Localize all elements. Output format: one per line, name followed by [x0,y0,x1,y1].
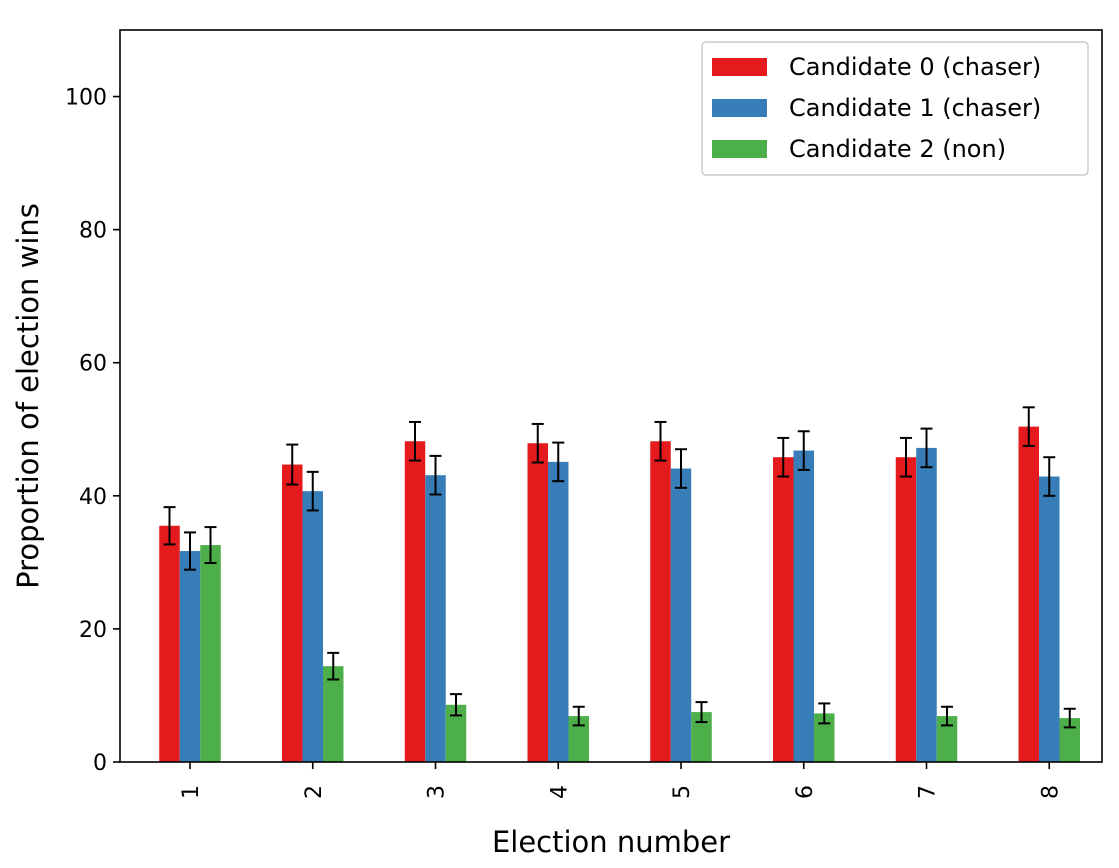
y-axis-title: Proportion of election wins [11,203,45,589]
error-bar [777,436,790,478]
bar [302,491,323,762]
x-tick-label: 4 [547,785,572,799]
bar [936,716,958,762]
bar [773,457,794,762]
legend-frame [701,41,1089,176]
error-bar [572,705,585,727]
error-bar [306,470,319,512]
error-bar [941,705,953,727]
error-bar [900,436,912,478]
error-bar [184,531,196,571]
bar [916,447,937,762]
bars-layer [159,426,1080,762]
error-bars-layer [163,406,1076,729]
y-axis: 0 20 40 60 80 100 [65,86,120,776]
x-tick-label: 5 [670,785,695,799]
legend-swatch [712,99,767,117]
bar [691,712,712,762]
error-bar [695,701,708,724]
x-tick-label: 3 [425,785,450,799]
bar [793,450,814,762]
error-bar [450,693,462,717]
x-tick-label: 7 [916,785,941,799]
bar [895,457,917,762]
bar [1039,476,1060,762]
bar [1018,426,1039,762]
x-tick-label: 6 [793,785,818,799]
error-bar [1022,406,1035,447]
x-tick-label: 1 [179,785,204,799]
error-bar [163,506,176,546]
error-bar [552,441,565,483]
error-bar [429,454,442,496]
bar [1059,718,1080,762]
bar [548,461,569,762]
error-bar [1043,456,1056,497]
y-tick-label: 100 [65,86,107,111]
bar [282,464,303,762]
error-bar [204,526,217,565]
bar [404,441,426,762]
y-tick-label: 20 [79,618,107,643]
y-tick-label: 60 [79,352,107,377]
legend-swatch [712,140,767,158]
y-tick-label: 40 [79,485,107,510]
legend-label: Candidate 2 (non) [789,135,1006,163]
bar [200,545,221,762]
bar [568,716,589,762]
legend-label: Candidate 0 (chaser) [789,53,1041,81]
error-bar [654,420,667,462]
y-tick-label: 0 [93,751,107,776]
x-axis-title: Election number [492,825,730,859]
error-bar [1063,707,1076,729]
legend-swatch [712,58,767,76]
bar [445,704,467,762]
error-bar [818,702,831,725]
bar [159,525,180,762]
x-tick-label: 2 [302,785,327,799]
bar [527,443,548,762]
bar [670,468,692,762]
error-bar [920,427,933,469]
y-tick-label: 80 [79,219,107,244]
error-bar [531,422,544,464]
bar [814,713,835,762]
error-bar [327,651,340,681]
x-axis: 1 2 3 4 5 6 7 8 [179,762,1063,799]
legend: Candidate 0 (chaser) Candidate 1 (chaser)… [701,41,1089,176]
bar [425,475,446,762]
bar [323,666,344,762]
legend-label: Candidate 1 (chaser) [789,94,1041,122]
error-bar [797,430,810,471]
bar [650,441,671,762]
error-bar [675,448,687,489]
error-bar [409,420,421,462]
bar [179,551,201,762]
plot-frame [119,29,1103,763]
error-bar [286,443,299,486]
x-tick-label: 8 [1038,785,1063,799]
